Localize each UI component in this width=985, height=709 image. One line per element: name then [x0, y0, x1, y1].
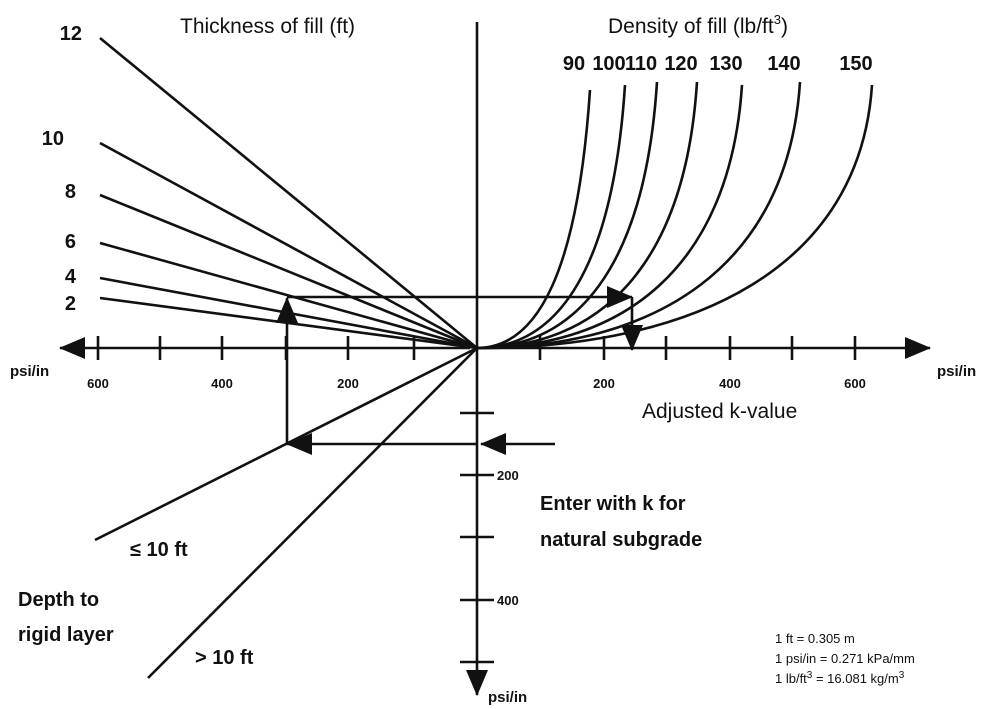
- density-title: Density of fill (lb/ft3): [608, 12, 788, 38]
- thickness-label: 4: [65, 266, 77, 288]
- adjusted-k-title: Adjusted k-value: [642, 400, 797, 423]
- thickness-title: Thickness of fill (ft): [180, 15, 355, 38]
- lines: [59, 22, 931, 696]
- thickness-line: [99, 241, 478, 350]
- depth-line-label: ≤ 10 ft: [130, 539, 188, 561]
- depth-title-1: Depth to: [18, 589, 99, 611]
- thickness-line: [99, 36, 478, 350]
- k-right-label: 600: [844, 376, 866, 391]
- density-label: 100: [592, 53, 625, 75]
- depth-title-2: rigid layer: [18, 624, 114, 646]
- instruction-line-2: natural subgrade: [540, 529, 702, 551]
- thickness-label: 10: [42, 128, 64, 150]
- thickness-label: 6: [65, 231, 76, 253]
- instruction-line-1: Enter with k for: [540, 493, 686, 515]
- density-curve: [476, 81, 802, 350]
- conversion-sup: 3: [807, 670, 813, 681]
- thickness-label: 2: [65, 293, 76, 315]
- conversion: 1 psi/in = 0.271 kPa/mm: [775, 651, 915, 666]
- density-title-main: Density of fill (lb/ft: [608, 15, 774, 38]
- density-label: 140: [767, 53, 800, 75]
- density-curve: [476, 84, 874, 350]
- thickness-label: 8: [65, 181, 76, 203]
- density-label: 90: [563, 53, 585, 75]
- thickness-line: [99, 141, 478, 350]
- depth-line-label: > 10 ft: [195, 647, 254, 669]
- subgrade-label: 200: [497, 468, 519, 483]
- subgrade-label: 400: [497, 593, 519, 608]
- density-curve: [476, 81, 699, 350]
- density-title-sup: 3: [774, 12, 781, 27]
- k-left-label: 200: [337, 376, 359, 391]
- density-label: 150: [839, 53, 872, 75]
- depth-line: [147, 347, 478, 679]
- right-unit: psi/in: [937, 363, 976, 380]
- density-label: 120: [664, 53, 697, 75]
- density-curve: [476, 84, 627, 350]
- k-left-label: 600: [87, 376, 109, 391]
- density-curve: [476, 89, 592, 350]
- conversion-part: = 16.081 kg/m: [812, 671, 898, 686]
- density-curve: [476, 84, 744, 350]
- density-curve: [476, 81, 659, 350]
- thickness-line: [99, 193, 478, 350]
- thickness-label: 12: [60, 23, 82, 45]
- density-title-end: ): [781, 15, 788, 38]
- left-unit: psi/in: [10, 363, 49, 380]
- k-left-label: 400: [211, 376, 233, 391]
- conversion-sup: 3: [899, 670, 905, 681]
- density-label: 110: [625, 53, 657, 75]
- k-right-label: 400: [719, 376, 741, 391]
- k-right-label: 200: [593, 376, 615, 391]
- down-unit: psi/in: [488, 689, 527, 706]
- conversion-part: 1 lb/ft: [775, 671, 807, 686]
- conversion: 1 ft = 0.305 m: [775, 631, 855, 646]
- thickness-line: [99, 296, 478, 350]
- thickness-line: [99, 276, 478, 350]
- conversion: 1 lb/ft3 = 16.081 kg/m3: [775, 670, 905, 686]
- density-label: 130: [709, 53, 742, 75]
